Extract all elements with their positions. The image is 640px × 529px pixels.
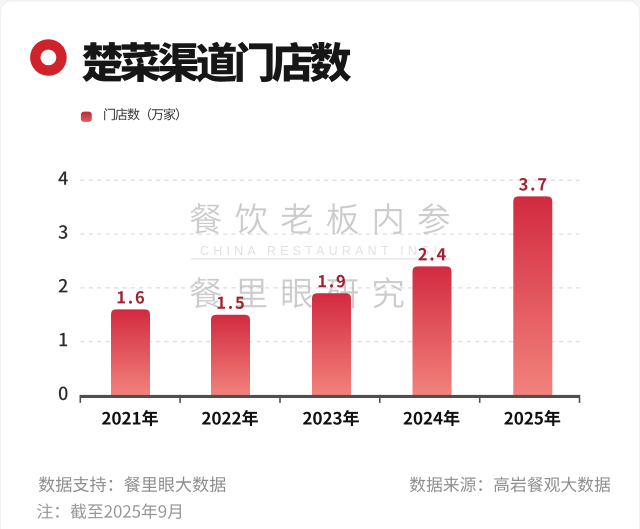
svg-text:CHINA RESTAURANT INSI: CHINA RESTAURANT INSI <box>200 244 441 258</box>
